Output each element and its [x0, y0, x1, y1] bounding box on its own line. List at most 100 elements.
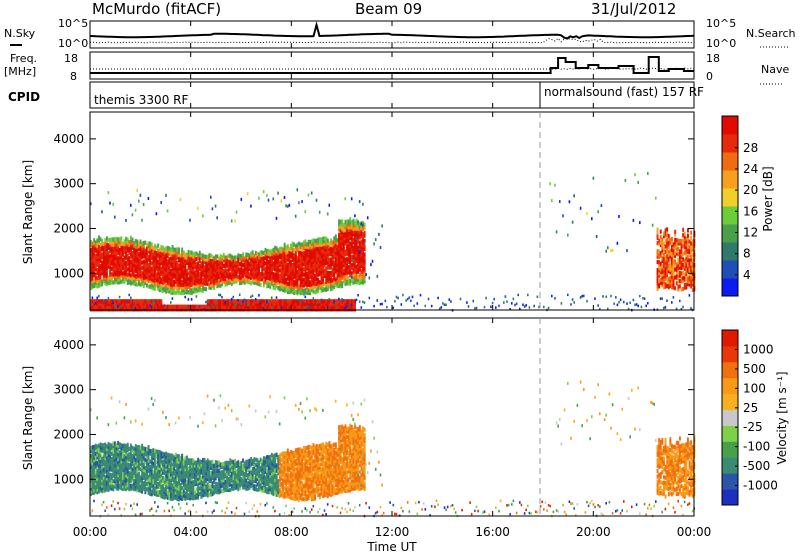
heatmap-cell — [160, 299, 162, 303]
heatmap-cell — [297, 188, 299, 191]
heatmap-cell — [116, 422, 118, 425]
heatmap-cell — [412, 296, 414, 299]
heatmap-cell — [329, 204, 331, 207]
heatmap-cell — [543, 306, 545, 309]
heatmap-cell — [191, 298, 193, 301]
heatmap-cell — [573, 301, 575, 304]
heatmap-cell — [247, 192, 249, 195]
cpid-2: normalsound (fast) 157 RF — [544, 85, 704, 99]
heatmap-cell — [620, 299, 622, 302]
heatmap-cell — [199, 305, 201, 308]
heatmap-cell — [437, 297, 439, 300]
heatmap-cell — [245, 302, 247, 305]
heatmap-cell — [641, 306, 643, 309]
heatmap-cell — [605, 250, 607, 253]
heatmap-cell — [154, 399, 156, 402]
heatmap-cell — [268, 301, 270, 304]
heatmap-cell — [298, 201, 300, 204]
nave-tick-top: 18 — [706, 52, 720, 65]
heatmap-cell — [554, 297, 556, 300]
heatmap-cell — [690, 231, 692, 235]
heatmap-cell — [610, 249, 612, 252]
heatmap-cell — [623, 301, 625, 304]
heatmap-cell — [276, 217, 278, 220]
heatmap-cell — [673, 296, 675, 299]
heatmap-cell — [444, 304, 446, 307]
heatmap-cell — [237, 299, 239, 302]
heatmap-cell — [572, 298, 574, 301]
heatmap-cell — [236, 304, 238, 307]
heatmap-cell — [593, 177, 595, 180]
heatmap-cell — [124, 416, 126, 419]
heatmap-cell — [369, 276, 371, 279]
heatmap-cell — [162, 411, 164, 414]
heatmap-cell — [210, 196, 212, 199]
heatmap-cell — [306, 306, 308, 309]
heatmap-cell — [106, 506, 108, 509]
heatmap-cell — [165, 416, 167, 419]
heatmap-cell — [197, 207, 199, 210]
heatmap-cell — [527, 294, 529, 297]
heatmap-cell — [295, 215, 297, 218]
heatmap-cell — [364, 223, 366, 227]
heatmap-cell — [338, 298, 340, 301]
heatmap-cell — [629, 302, 631, 305]
heatmap-cell — [420, 294, 422, 297]
heatmap-cell — [405, 299, 407, 302]
heatmap-cell — [316, 199, 318, 202]
heatmap-cell — [141, 423, 143, 426]
heatmap-cell — [549, 182, 551, 185]
heatmap-cell — [277, 192, 279, 195]
heatmap-cell — [655, 197, 657, 200]
heatmap-cell — [221, 296, 223, 299]
heatmap-cell — [319, 211, 321, 214]
heatmap-cell — [442, 302, 444, 305]
heatmap-cell — [476, 307, 478, 310]
heatmap-cell — [151, 508, 153, 511]
heatmap-cell — [156, 212, 158, 215]
heatmap-cell — [671, 301, 673, 304]
heatmap-cell — [573, 194, 575, 197]
heatmap-cell — [108, 297, 110, 300]
heatmap-cell — [351, 276, 353, 279]
colorbar-segment — [722, 278, 738, 297]
colorbar-segment — [722, 188, 738, 207]
heatmap-cell — [397, 297, 399, 300]
heatmap-cell — [533, 305, 535, 308]
heatmap-cell — [634, 304, 636, 307]
heatmap-cell — [647, 172, 649, 175]
heatmap-cell — [141, 219, 143, 222]
heatmap-cell — [362, 203, 364, 206]
heatmap-cell — [133, 503, 135, 506]
heatmap-cell — [682, 228, 684, 232]
heatmap-cell — [202, 214, 204, 217]
heatmap-cell — [364, 231, 366, 235]
heatmap-cell — [666, 300, 668, 303]
heatmap-cell — [529, 306, 531, 309]
colorbar-segment — [722, 134, 738, 153]
cpid-label: CPID — [8, 90, 40, 104]
heatmap-cell — [117, 306, 119, 309]
heatmap-cell — [205, 287, 207, 291]
heatmap-cell — [311, 306, 313, 309]
heatmap-cell — [96, 416, 98, 419]
heatmap-cell — [431, 305, 433, 308]
heatmap-cell — [660, 297, 662, 300]
heatmap-cell — [165, 194, 167, 197]
heatmap-cell — [180, 198, 182, 201]
heatmap-cell — [639, 221, 641, 224]
heatmap-cell — [157, 506, 159, 509]
heatmap-cell — [661, 297, 663, 300]
heatmap-cell — [281, 199, 283, 202]
heatmap-cell — [133, 303, 135, 306]
heatmap-cell — [178, 503, 180, 506]
heatmap-cell — [445, 304, 447, 307]
heatmap-cell — [175, 422, 177, 425]
heatmap-cell — [618, 301, 620, 304]
heatmap-cell — [241, 303, 243, 306]
heatmap-cell — [103, 302, 105, 305]
heatmap-cell — [362, 301, 364, 304]
heatmap-cell — [92, 297, 94, 300]
